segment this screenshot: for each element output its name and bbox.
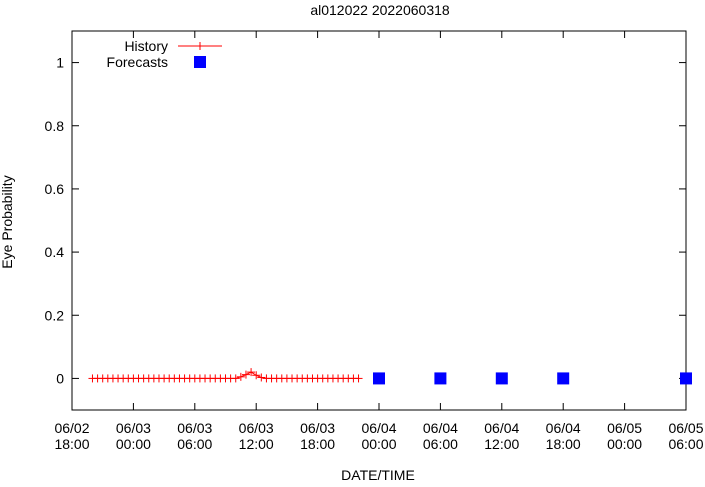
x-tick-label: 06/03	[177, 420, 212, 436]
history-point	[354, 374, 363, 383]
x-tick-label: 12:00	[484, 436, 519, 452]
x-tick-label: 18:00	[300, 436, 335, 452]
x-tick-label: 06/02	[54, 420, 89, 436]
forecast-point	[680, 372, 692, 385]
x-axis-label: DATE/TIME	[341, 467, 415, 482]
history-point	[257, 373, 266, 382]
x-tick-label: 06/05	[668, 420, 703, 436]
y-tick-label: 0.6	[45, 181, 65, 197]
y-axis-label: Eye Probability	[0, 175, 15, 268]
x-tick-label: 18:00	[546, 436, 581, 452]
legend-plus-swatch	[196, 42, 204, 50]
forecast-point	[495, 372, 508, 385]
y-tick-label: 0.2	[45, 307, 65, 323]
x-tick-label: 06/03	[239, 420, 274, 436]
y-tick-label: 1	[56, 55, 64, 71]
x-tick-label: 00:00	[116, 436, 151, 452]
plot-frame	[71, 30, 687, 411]
x-tick-label: 00:00	[607, 436, 642, 452]
forecast-point	[557, 372, 570, 385]
chart-title: al012022 2022060318	[310, 2, 450, 18]
x-tick-label: 06/03	[116, 420, 151, 436]
x-tick-label: 06:00	[177, 436, 212, 452]
history-point	[241, 370, 250, 379]
x-tick-label: 06/04	[361, 420, 396, 436]
y-axis-ticks: 0 0.2 0.4 0.6 0.8 1	[45, 55, 686, 386]
x-tick-label: 06:00	[423, 436, 458, 452]
y-tick-label: 0.4	[45, 244, 65, 260]
forecast-point	[373, 372, 385, 385]
x-tick-label: 18:00	[54, 436, 89, 452]
x-tick-label: 00:00	[361, 436, 396, 452]
y-tick-label: 0.8	[45, 118, 65, 134]
legend-label: History	[124, 38, 168, 54]
legend-label: Forecasts	[107, 54, 168, 70]
legend-square-swatch	[194, 56, 206, 68]
history-point	[236, 372, 245, 381]
x-tick-label: 06/03	[300, 420, 335, 436]
forecast-point	[434, 372, 447, 385]
x-tick-label: 06/04	[546, 420, 581, 436]
x-tick-label: 06/04	[484, 420, 519, 436]
x-axis-ticks: 06/0218:0006/0300:0006/0306:0006/0312:00…	[54, 31, 704, 452]
y-tick-label: 0	[56, 370, 64, 386]
x-tick-label: 06/05	[607, 420, 642, 436]
x-tick-label: 06/04	[423, 420, 458, 436]
x-tick-label: 06:00	[668, 436, 703, 452]
history-point	[252, 371, 261, 380]
history-point	[231, 374, 240, 383]
x-tick-label: 12:00	[239, 436, 274, 452]
history-point	[247, 368, 256, 377]
series-layer	[88, 368, 692, 385]
